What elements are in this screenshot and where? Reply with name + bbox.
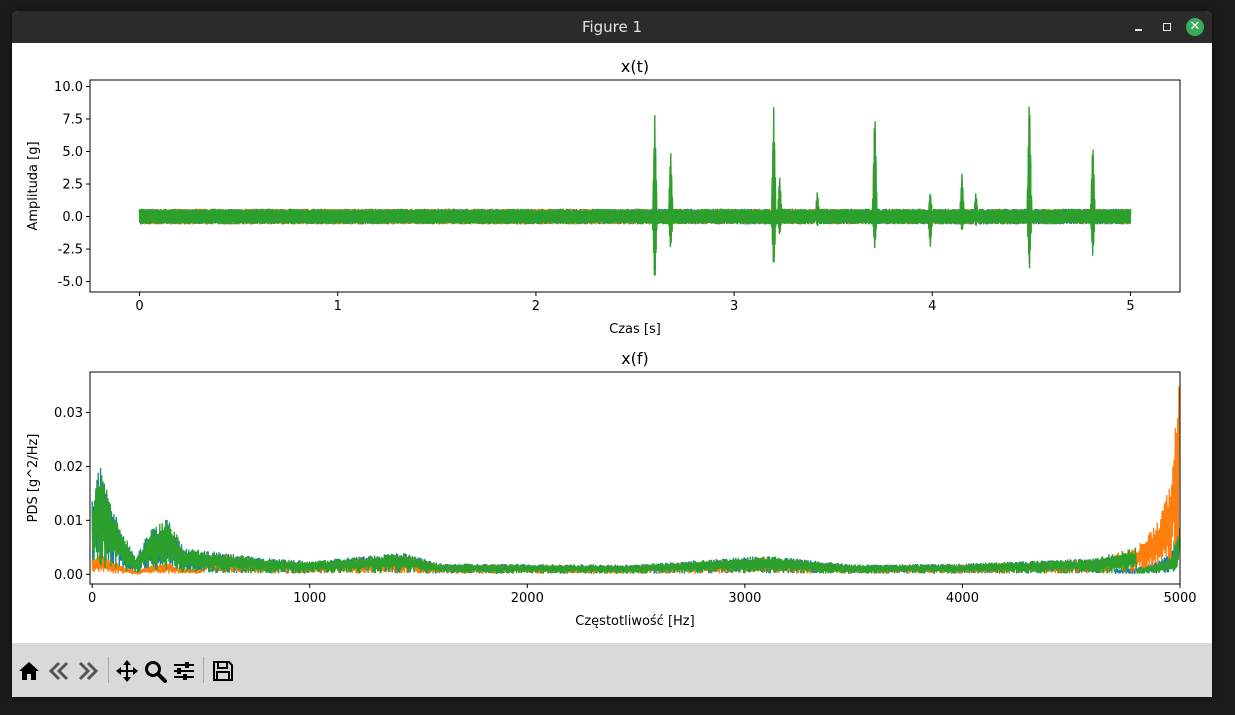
chart-xf-ylabel: PDS [g^2/Hz] (26, 434, 41, 523)
chart-xf-axes (89, 371, 1181, 585)
xt-ytick-label: 7.5 (62, 113, 83, 128)
window-title: Figure 1 (581, 18, 643, 36)
xt-ytick-label: -5.0 (58, 275, 83, 290)
toolbar-separator (203, 657, 204, 683)
xf-xtick-label: 4000 (946, 591, 979, 606)
xf-series-3-line (91, 475, 1180, 574)
maximize-button[interactable] (1160, 20, 1174, 34)
chart-xt-series (138, 106, 1132, 276)
xf-xtick-label: 2000 (511, 591, 544, 606)
xt-xtick-label: 0 (135, 299, 143, 314)
figure-window: Figure 1 ✕ x(t) 0 1 2 3 4 5 10.0 7.5 5.0 2.5 0.0 -… (12, 11, 1212, 697)
xt-series-1-line (138, 117, 1132, 270)
xt-ytick-label: -2.5 (58, 243, 83, 258)
forward-icon[interactable] (76, 659, 100, 683)
xf-xtick-label: 1000 (293, 591, 326, 606)
title-bar: Figure 1 ✕ (12, 11, 1212, 43)
xt-xtick-label: 1 (334, 299, 342, 314)
chart-xt-title: x(t) (621, 57, 649, 76)
navigation-toolbar (12, 643, 1212, 697)
chart-xt-yticks: 10.0 7.5 5.0 2.5 0.0 -2.5 -5.0 (54, 80, 90, 290)
minimize-button[interactable] (1132, 20, 1146, 34)
pan-icon[interactable] (115, 659, 139, 683)
home-icon[interactable] (17, 659, 41, 683)
back-icon[interactable] (47, 659, 71, 683)
chart-xf-series (91, 386, 1180, 576)
xt-xtick-label: 2 (532, 299, 540, 314)
chart-xf: x(f) 0 1000 2000 3000 4000 5000 0.030.020.010… (26, 349, 1197, 629)
toolbar-separator (108, 657, 109, 683)
xf-ytick-label: 0.01 (54, 514, 83, 529)
xf-xtick-label: 3000 (728, 591, 761, 606)
xt-ytick-label: 2.5 (62, 178, 83, 193)
configure-subplots-icon[interactable] (172, 659, 196, 683)
xt-ytick-label: 0.0 (62, 210, 83, 225)
chart-xt-axes (89, 79, 1181, 293)
figure-canvas[interactable]: x(t) 0 1 2 3 4 5 10.0 7.5 5.0 2.5 0.0 -2.5 -5.0 Cza… (12, 43, 1212, 643)
xf-series-2-line (91, 386, 1180, 576)
xt-series-2-line (138, 117, 1132, 270)
xf-xtick-label: 0 (88, 591, 96, 606)
chart-xf-yticks: 0.03 0.02 0.01 0.00 (54, 406, 90, 583)
xt-xtick-label: 4 (928, 299, 936, 314)
xt-xtick-label: 3 (730, 299, 738, 314)
xf-ytick-label: 0.00 (54, 568, 83, 583)
chart-xf-xticks: 0 1000 2000 3000 4000 5000 (88, 584, 1197, 606)
chart-xt-xticks: 0 1 2 3 4 5 (135, 292, 1135, 314)
xt-series-3-line (138, 106, 1132, 276)
chart-xt-xlabel: Czas [s] (609, 322, 661, 337)
xt-ytick-label: 10.0 (54, 80, 83, 95)
xf-ytick-label: 0.03 (54, 406, 83, 421)
figure-svg: x(t) 0 1 2 3 4 5 10.0 7.5 5.0 2.5 0.0 -2.5 -5.0 Cza… (26, 57, 1197, 629)
zoom-icon[interactable] (143, 659, 167, 683)
xf-series-1-line (91, 467, 1180, 574)
close-button[interactable]: ✕ (1186, 18, 1204, 36)
xf-xtick-label: 5000 (1163, 591, 1196, 606)
xf-ytick-label: 0.02 (54, 460, 83, 475)
xt-ytick-label: 5.0 (62, 145, 83, 160)
xt-xtick-label: 5 (1126, 299, 1134, 314)
chart-xf-title: x(f) (621, 349, 649, 368)
chart-xt-ylabel: Amplituda [g] (26, 141, 41, 230)
chart-xf-xlabel: Częstotliwość [Hz] (575, 614, 694, 629)
save-icon[interactable] (211, 659, 235, 683)
chart-xt: x(t) 0 1 2 3 4 5 10.0 7.5 5.0 2.5 0.0 -2.5 -5.0 Cza… (26, 57, 1181, 337)
